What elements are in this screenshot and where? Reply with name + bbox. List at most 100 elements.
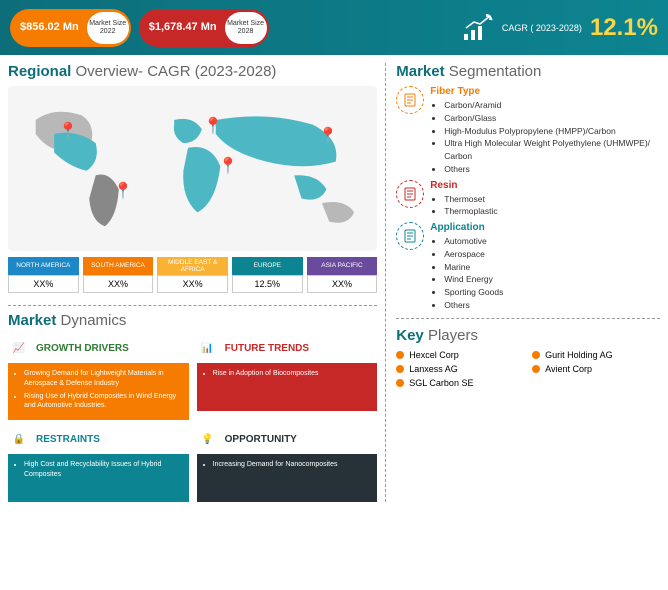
region-box: NORTH AMERICA XX% [8, 257, 79, 293]
cagr-value: 12.1% [590, 14, 658, 42]
region-box: MIDDLE EAST & AFRICA XX% [157, 257, 228, 293]
market-size-2022-pill: $856.02 Mn Market Size 2022 [10, 9, 131, 47]
dynamics-box: 📊 FUTURE TRENDS Rise in Adoption of Bioc… [197, 337, 378, 420]
segmentation-item: Carbon/Glass [444, 112, 660, 125]
map-pin-sa: 📍 [113, 181, 133, 201]
map-pin-mea: 📍 [218, 156, 238, 176]
segmentation-item: Aerospace [444, 248, 660, 261]
region-value: XX% [83, 275, 154, 293]
cagr-section: CAGR ( 2023-2028) 12.1% [462, 14, 658, 42]
region-row: NORTH AMERICA XX%SOUTH AMERICA XX%MIDDLE… [8, 257, 377, 293]
dynamics-header-text: FUTURE TRENDS [225, 343, 309, 354]
segmentation-title: Market Segmentation [396, 63, 660, 80]
segmentation-item: Others [444, 299, 660, 312]
dynamics-icon: 💡 [197, 428, 219, 450]
region-name: MIDDLE EAST & AFRICA [157, 257, 228, 275]
player-name: Avient Corp [545, 364, 592, 374]
dynamics-body: Growing Demand for Lightweight Materials… [8, 363, 189, 420]
key-players-title: Key Players [396, 327, 660, 344]
size-2028-label: Market Size 2028 [225, 12, 267, 44]
segmentation-item: Ultra High Molecular Weight Polyethylene… [444, 137, 660, 163]
region-box: EUROPE 12.5% [232, 257, 303, 293]
dynamics-header: 💡 OPPORTUNITY [197, 428, 378, 450]
dynamics-box: 📈 GROWTH DRIVERS Growing Demand for Ligh… [8, 337, 189, 420]
size-2022-label: Market Size 2022 [87, 12, 129, 44]
player-dot-icon [532, 351, 540, 359]
key-player-item: Hexcel Corp [396, 350, 524, 360]
dynamics-icon: 📈 [8, 337, 30, 359]
segmentation-item: Thermoset [444, 193, 660, 206]
player-dot-icon [396, 351, 404, 359]
dynamics-box: 🔒 RESTRAINTS High Cost and Recyclability… [8, 428, 189, 502]
segmentation-item: Others [444, 163, 660, 176]
player-dot-icon [396, 379, 404, 387]
dynamics-item: Growing Demand for Lightweight Materials… [24, 369, 183, 389]
segmentation-cat-name: Resin [430, 180, 660, 191]
region-value: XX% [157, 275, 228, 293]
segmentation-icon [396, 86, 424, 114]
regional-title: Regional Overview- CAGR (2023-2028) [8, 63, 377, 80]
world-map: 📍 📍 📍 📍 📍 [8, 86, 377, 251]
player-dot-icon [396, 365, 404, 373]
key-player-item: Gurit Holding AG [532, 350, 660, 360]
size-2022-value: $856.02 Mn [12, 21, 87, 33]
segmentation-icon [396, 180, 424, 208]
dynamics-header: 📊 FUTURE TRENDS [197, 337, 378, 359]
region-name: NORTH AMERICA [8, 257, 79, 275]
dynamics-icon: 📊 [197, 337, 219, 359]
segmentation-category: Resin ThermosetThermoplastic [396, 180, 660, 219]
region-value: XX% [307, 275, 378, 293]
segmentation-item: Wind Energy [444, 273, 660, 286]
size-2028-value: $1,678.47 Mn [141, 21, 225, 33]
region-box: SOUTH AMERICA XX% [83, 257, 154, 293]
region-value: 12.5% [232, 275, 303, 293]
region-name: ASIA PACIFIC [307, 257, 378, 275]
dynamics-box: 💡 OPPORTUNITY Increasing Demand for Nano… [197, 428, 378, 502]
key-player-item: Avient Corp [532, 364, 660, 374]
player-name: Hexcel Corp [409, 350, 459, 360]
cagr-label: CAGR ( 2023-2028) [502, 23, 582, 33]
dynamics-header-text: RESTRAINTS [36, 434, 100, 445]
segmentation-category: Application AutomotiveAerospaceMarineWin… [396, 222, 660, 312]
segmentation-cat-name: Fiber Type [430, 86, 660, 97]
segmentation-item: Sporting Goods [444, 286, 660, 299]
dynamics-item: High Cost and Recyclability Issues of Hy… [24, 460, 183, 480]
dynamics-body: High Cost and Recyclability Issues of Hy… [8, 454, 189, 502]
dynamics-icon: 🔒 [8, 428, 30, 450]
map-pin-eu: 📍 [203, 116, 223, 136]
player-dot-icon [532, 365, 540, 373]
map-pin-ap: 📍 [318, 126, 338, 146]
player-name: SGL Carbon SE [409, 378, 473, 388]
region-box: ASIA PACIFIC XX% [307, 257, 378, 293]
map-pin-na: 📍 [58, 121, 78, 141]
player-name: Gurit Holding AG [545, 350, 613, 360]
segmentation-cat-name: Application [430, 222, 660, 233]
segmentation-body: Fiber Type Carbon/AramidCarbon/GlassHigh… [396, 86, 660, 312]
segmentation-item: Automotive [444, 235, 660, 248]
region-value: XX% [8, 275, 79, 293]
dynamics-item: Rising Use of Hybrid Composites in Wind … [24, 392, 183, 412]
dynamics-header: 📈 GROWTH DRIVERS [8, 337, 189, 359]
dynamics-body: Rise in Adoption of Biocomposites [197, 363, 378, 411]
dynamics-header-text: OPPORTUNITY [225, 434, 297, 445]
dynamics-item: Rise in Adoption of Biocomposites [213, 369, 372, 379]
dynamics-grid: 📈 GROWTH DRIVERS Growing Demand for Ligh… [8, 337, 377, 502]
market-size-2028-pill: $1,678.47 Mn Market Size 2028 [139, 9, 269, 47]
dynamics-header: 🔒 RESTRAINTS [8, 428, 189, 450]
growth-chart-icon [462, 14, 494, 42]
region-name: EUROPE [232, 257, 303, 275]
key-players-grid: Hexcel Corp Gurit Holding AG Lanxess AG Avi… [396, 350, 660, 388]
player-name: Lanxess AG [409, 364, 458, 374]
segmentation-item: Marine [444, 261, 660, 274]
header-bar: $856.02 Mn Market Size 2022 $1,678.47 Mn… [0, 0, 668, 55]
segmentation-icon [396, 222, 424, 250]
key-player-item: Lanxess AG [396, 364, 524, 374]
dynamics-title: Market Dynamics [8, 312, 377, 329]
segmentation-item: Carbon/Aramid [444, 99, 660, 112]
segmentation-category: Fiber Type Carbon/AramidCarbon/GlassHigh… [396, 86, 660, 176]
segmentation-item: Thermoplastic [444, 205, 660, 218]
segmentation-item: High-Modulus Polypropylene (HMPP)/Carbon [444, 125, 660, 138]
dynamics-item: Increasing Demand for Nanocomposites [213, 460, 372, 470]
dynamics-header-text: GROWTH DRIVERS [36, 343, 129, 354]
region-name: SOUTH AMERICA [83, 257, 154, 275]
